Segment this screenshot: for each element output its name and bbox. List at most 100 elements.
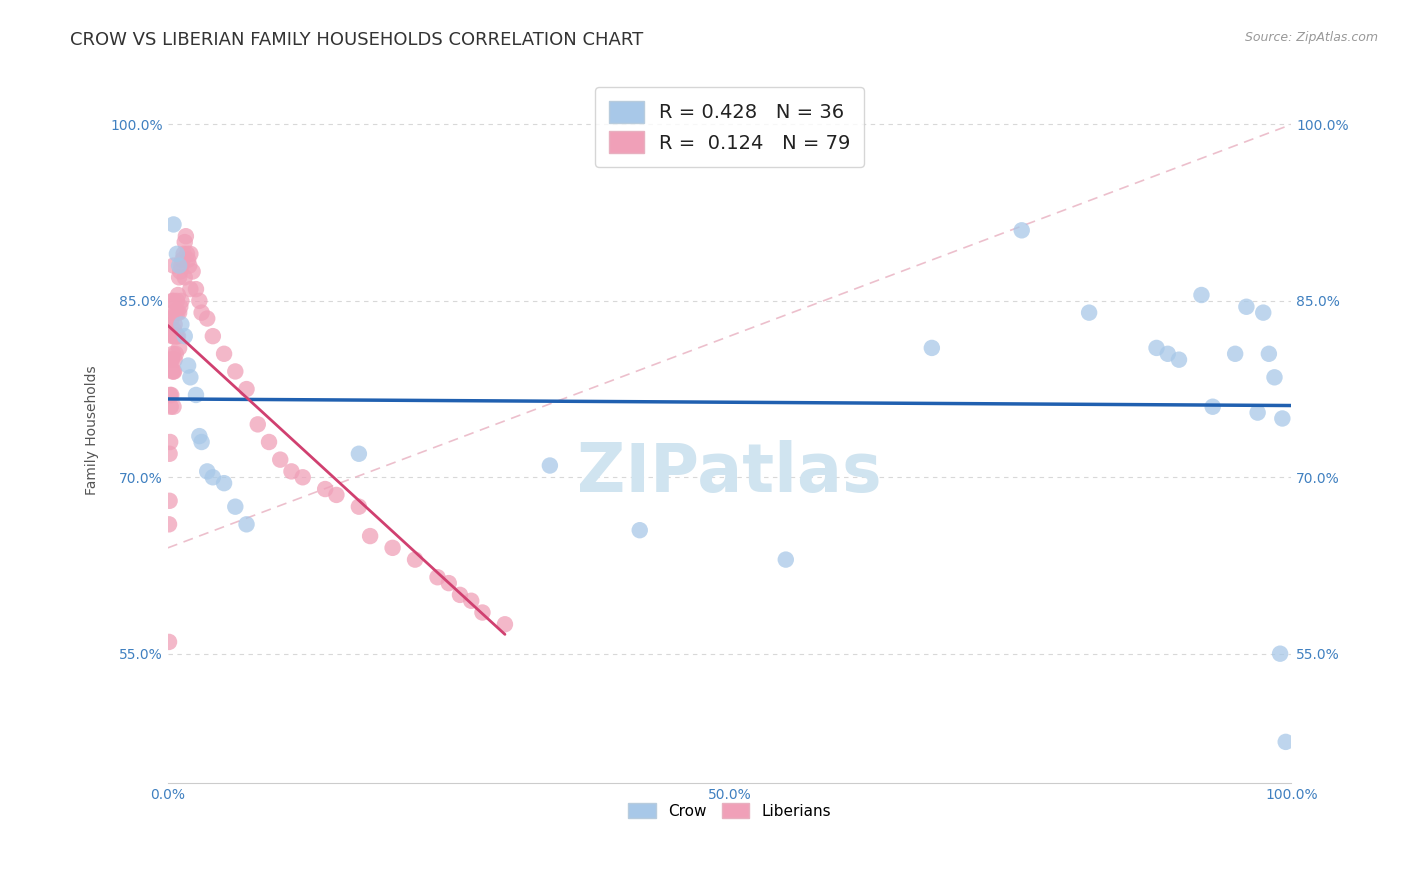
Point bbox=[188, 293, 211, 308]
Point bbox=[159, 400, 181, 414]
Point bbox=[404, 552, 426, 566]
Point bbox=[169, 264, 191, 278]
Point bbox=[1168, 352, 1191, 367]
Point bbox=[177, 252, 200, 267]
Point bbox=[160, 311, 183, 326]
Point bbox=[160, 388, 183, 402]
Point bbox=[359, 529, 381, 543]
Point bbox=[165, 329, 187, 343]
Point bbox=[172, 252, 194, 267]
Point bbox=[190, 435, 212, 450]
Point bbox=[162, 218, 184, 232]
Point bbox=[1263, 370, 1285, 384]
Point bbox=[162, 293, 184, 308]
Point bbox=[162, 305, 184, 319]
Point bbox=[167, 259, 190, 273]
Text: ZIPatlas: ZIPatlas bbox=[578, 440, 882, 506]
Point bbox=[449, 588, 471, 602]
Point bbox=[246, 417, 269, 432]
Point bbox=[162, 259, 184, 273]
Point bbox=[166, 329, 188, 343]
Point bbox=[162, 293, 184, 308]
Point bbox=[195, 311, 218, 326]
Point bbox=[173, 247, 195, 261]
Point bbox=[157, 517, 180, 532]
Point bbox=[170, 259, 193, 273]
Point bbox=[269, 452, 291, 467]
Point bbox=[160, 352, 183, 367]
Point bbox=[188, 429, 211, 443]
Point bbox=[159, 447, 181, 461]
Point bbox=[280, 464, 302, 478]
Point bbox=[347, 447, 370, 461]
Point bbox=[381, 541, 404, 555]
Text: CROW VS LIBERIAN FAMILY HOUSEHOLDS CORRELATION CHART: CROW VS LIBERIAN FAMILY HOUSEHOLDS CORRE… bbox=[70, 31, 644, 49]
Point bbox=[167, 288, 190, 302]
Point bbox=[163, 323, 186, 337]
Point bbox=[166, 247, 188, 261]
Point bbox=[460, 593, 482, 607]
Point bbox=[174, 229, 197, 244]
Point bbox=[170, 318, 193, 332]
Point bbox=[176, 247, 198, 261]
Point bbox=[921, 341, 943, 355]
Point bbox=[163, 318, 186, 332]
Point bbox=[162, 329, 184, 343]
Point bbox=[184, 388, 207, 402]
Point bbox=[162, 364, 184, 378]
Point bbox=[212, 347, 235, 361]
Point bbox=[166, 305, 188, 319]
Point bbox=[166, 293, 188, 308]
Point bbox=[167, 329, 190, 343]
Point bbox=[162, 400, 184, 414]
Point bbox=[173, 270, 195, 285]
Point bbox=[159, 493, 181, 508]
Point bbox=[314, 482, 336, 496]
Point bbox=[426, 570, 449, 584]
Point bbox=[1274, 735, 1296, 749]
Point bbox=[224, 500, 246, 514]
Point bbox=[1246, 406, 1268, 420]
Point bbox=[163, 364, 186, 378]
Point bbox=[775, 552, 797, 566]
Point bbox=[170, 293, 193, 308]
Point bbox=[1223, 347, 1246, 361]
Point bbox=[167, 270, 190, 285]
Point bbox=[1234, 300, 1257, 314]
Point bbox=[235, 517, 257, 532]
Point bbox=[159, 388, 181, 402]
Point bbox=[169, 300, 191, 314]
Point bbox=[201, 470, 224, 484]
Point bbox=[163, 352, 186, 367]
Point bbox=[257, 435, 280, 450]
Point bbox=[179, 259, 201, 273]
Point bbox=[538, 458, 561, 473]
Point bbox=[159, 352, 181, 367]
Point bbox=[235, 382, 257, 396]
Point bbox=[160, 352, 183, 367]
Point bbox=[1202, 400, 1225, 414]
Point bbox=[471, 606, 494, 620]
Point bbox=[177, 359, 200, 373]
Point bbox=[173, 329, 195, 343]
Point bbox=[201, 329, 224, 343]
Point bbox=[1078, 305, 1101, 319]
Point bbox=[162, 329, 184, 343]
Y-axis label: Family Households: Family Households bbox=[86, 366, 100, 495]
Point bbox=[494, 617, 516, 632]
Legend: Crow, Liberians: Crow, Liberians bbox=[621, 797, 837, 825]
Point bbox=[162, 347, 184, 361]
Text: Source: ZipAtlas.com: Source: ZipAtlas.com bbox=[1244, 31, 1378, 45]
Point bbox=[1268, 647, 1291, 661]
Point bbox=[628, 523, 651, 537]
Point bbox=[1191, 288, 1213, 302]
Point bbox=[165, 305, 187, 319]
Point bbox=[167, 305, 190, 319]
Point bbox=[179, 282, 201, 296]
Point bbox=[173, 235, 195, 249]
Point bbox=[157, 635, 180, 649]
Point bbox=[212, 476, 235, 491]
Point bbox=[1257, 347, 1279, 361]
Point bbox=[224, 364, 246, 378]
Point bbox=[325, 488, 347, 502]
